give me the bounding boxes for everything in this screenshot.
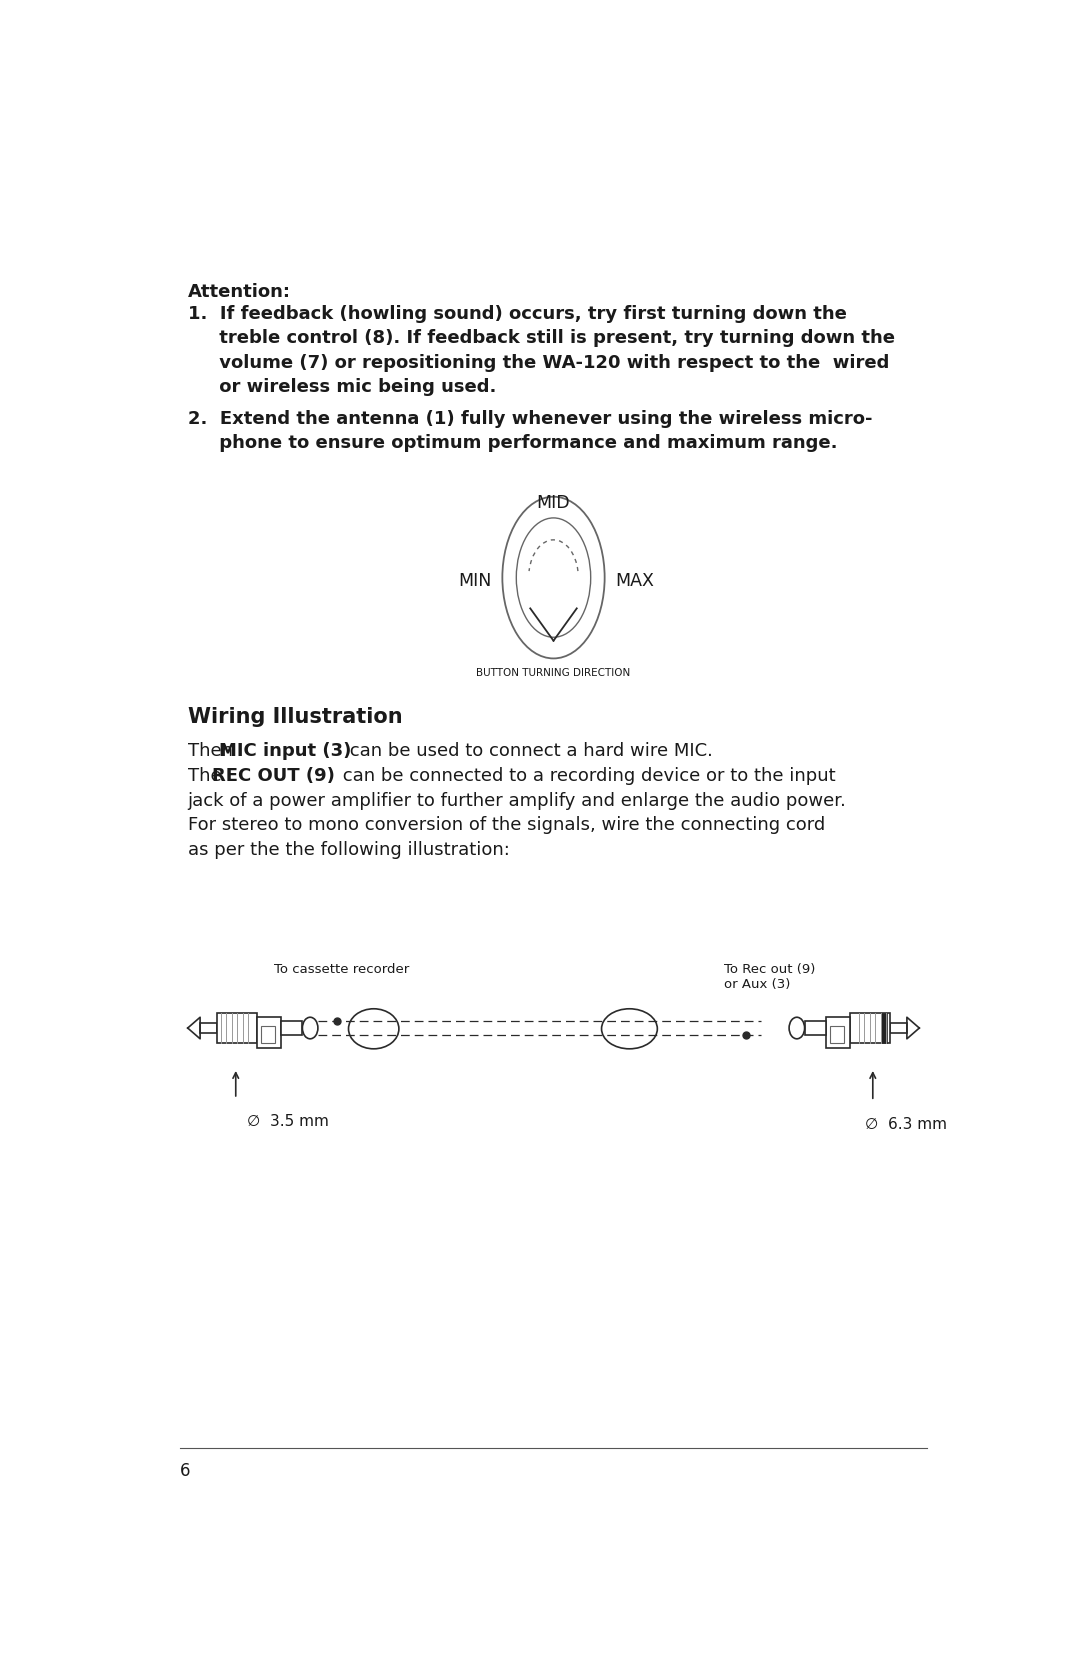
Text: MIC input (3): MIC input (3) xyxy=(218,743,351,761)
Bar xyxy=(281,1021,302,1035)
Bar xyxy=(261,1026,275,1043)
Text: Then: Then xyxy=(188,743,239,761)
Ellipse shape xyxy=(602,1008,658,1048)
Text: MID: MID xyxy=(537,494,570,512)
Text: as per the the following illustration:: as per the the following illustration: xyxy=(188,841,510,860)
Text: 1.  If feedback (howling sound) occurs, try first turning down the
     treble c: 1. If feedback (howling sound) occurs, t… xyxy=(188,305,894,396)
Text: 6: 6 xyxy=(180,1462,190,1479)
Text: Wiring Illustration: Wiring Illustration xyxy=(188,708,403,728)
Bar xyxy=(890,1023,907,1033)
Text: can be connected to a recording device or to the input: can be connected to a recording device o… xyxy=(337,768,836,784)
Text: The: The xyxy=(188,768,227,784)
Bar xyxy=(217,1013,257,1043)
Text: jack of a power amplifier to further amplify and enlarge the audio power.: jack of a power amplifier to further amp… xyxy=(188,791,847,809)
Text: ∅  6.3 mm: ∅ 6.3 mm xyxy=(865,1117,947,1132)
Text: To cassette recorder: To cassette recorder xyxy=(274,963,409,976)
Ellipse shape xyxy=(349,1008,399,1048)
Ellipse shape xyxy=(302,1016,318,1038)
Bar xyxy=(880,1013,887,1043)
Text: For stereo to mono conversion of the signals, wire the connecting cord: For stereo to mono conversion of the sig… xyxy=(188,816,825,834)
Text: can be used to connect a hard wire MIC.: can be used to connect a hard wire MIC. xyxy=(345,743,713,761)
Bar xyxy=(831,1026,845,1043)
Bar xyxy=(200,1023,217,1033)
Bar xyxy=(257,1016,281,1048)
Text: To Rec out (9)
or Aux (3): To Rec out (9) or Aux (3) xyxy=(724,963,815,991)
Text: ∅  3.5 mm: ∅ 3.5 mm xyxy=(246,1115,328,1130)
Text: REC OUT (9): REC OUT (9) xyxy=(213,768,336,784)
Ellipse shape xyxy=(789,1016,805,1038)
Text: MAX: MAX xyxy=(616,572,654,591)
Text: Attention:: Attention: xyxy=(188,284,291,302)
Bar xyxy=(850,1013,890,1043)
Bar xyxy=(826,1016,850,1048)
Bar xyxy=(805,1021,826,1035)
Text: MIN: MIN xyxy=(458,572,491,591)
Text: 2.  Extend the antenna (1) fully whenever using the wireless micro-
     phone t: 2. Extend the antenna (1) fully whenever… xyxy=(188,409,873,452)
Text: BUTTON TURNING DIRECTION: BUTTON TURNING DIRECTION xyxy=(476,669,631,678)
